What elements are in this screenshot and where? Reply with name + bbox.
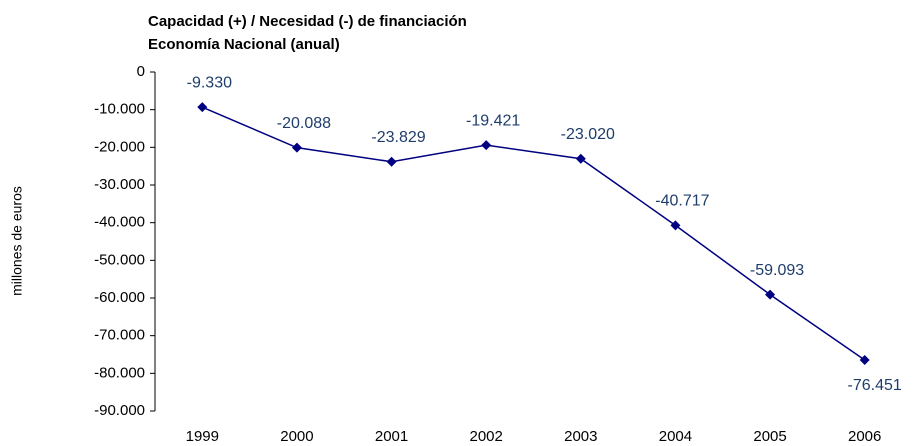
x-tick-label: 2003: [564, 428, 597, 445]
value-label: -23.020: [561, 126, 615, 143]
chart-subtitle: Economía Nacional (anual): [148, 36, 340, 53]
x-tick-label: 2005: [753, 428, 786, 445]
marker: [291, 142, 302, 153]
x-tick-label: 1999: [186, 428, 219, 445]
y-tick-label: -40.000: [94, 214, 145, 231]
value-label: -40.717: [655, 193, 709, 210]
marker: [197, 102, 208, 113]
marker: [670, 220, 681, 231]
chart-title: Capacidad (+) / Necesidad (-) de financi…: [148, 13, 467, 30]
marker: [386, 156, 397, 167]
y-tick-label: -90.000: [94, 402, 145, 419]
y-tick-label: -30.000: [94, 176, 145, 193]
y-tick-label: -10.000: [94, 101, 145, 118]
value-label: -20.088: [277, 115, 331, 132]
value-label: -19.421: [466, 112, 520, 129]
marker: [765, 289, 776, 300]
y-tick-label: 0: [137, 63, 145, 80]
x-tick-label: 2006: [848, 428, 881, 445]
x-tick-label: 2002: [470, 428, 503, 445]
value-label: -23.829: [371, 129, 425, 146]
x-tick-label: 2001: [375, 428, 408, 445]
marker: [481, 140, 492, 151]
y-tick-label: -60.000: [94, 289, 145, 306]
marker: [575, 153, 586, 164]
x-tick-label: 2000: [280, 428, 313, 445]
y-tick-label: -20.000: [94, 138, 145, 155]
y-axis-label: millones de euros: [9, 186, 25, 296]
y-tick-label: -50.000: [94, 251, 145, 268]
marker: [859, 354, 870, 365]
y-tick-label: -70.000: [94, 327, 145, 344]
y-tick-label: -80.000: [94, 364, 145, 381]
series-line: [202, 106, 866, 361]
value-label: -59.093: [750, 262, 804, 279]
value-label: -76.451: [848, 377, 902, 394]
x-tick-label: 2004: [659, 428, 692, 445]
value-label: -9.330: [187, 74, 232, 91]
